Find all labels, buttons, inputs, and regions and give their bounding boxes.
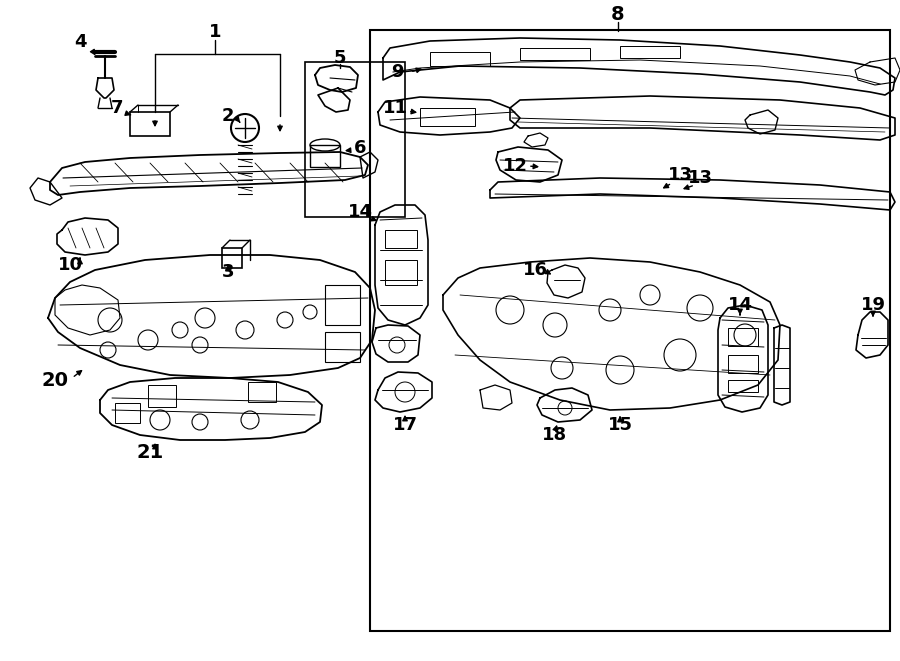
Text: 13: 13 [688, 169, 713, 187]
Text: 13: 13 [668, 166, 692, 184]
Text: 6: 6 [354, 139, 366, 157]
Text: 8: 8 [611, 5, 625, 24]
Bar [130, 112, 170, 136]
Text: 12: 12 [502, 157, 527, 175]
Bar [248, 382, 276, 402]
Text: 14: 14 [727, 296, 752, 314]
Bar [728, 355, 758, 373]
Bar [728, 380, 758, 392]
Text: 11: 11 [382, 99, 408, 117]
Bar [420, 108, 475, 126]
Bar [370, 30, 890, 631]
Bar [222, 248, 242, 268]
Bar [620, 46, 680, 58]
Bar [310, 145, 340, 167]
Bar [520, 48, 590, 60]
Text: 3: 3 [221, 263, 234, 281]
Text: 9: 9 [391, 63, 403, 81]
Bar [305, 62, 405, 217]
Bar [325, 285, 360, 325]
Text: 2: 2 [221, 107, 234, 125]
Bar [385, 230, 417, 248]
Text: 4: 4 [74, 33, 86, 51]
Bar [385, 260, 417, 285]
Text: 18: 18 [543, 426, 568, 444]
Text: 10: 10 [58, 256, 83, 274]
Text: 20: 20 [41, 371, 68, 389]
Text: 19: 19 [860, 296, 886, 314]
Text: 16: 16 [523, 261, 547, 279]
Text: 14: 14 [347, 203, 373, 221]
Text: 21: 21 [137, 442, 164, 461]
Bar [728, 328, 758, 346]
Text: 5: 5 [334, 49, 346, 67]
Text: 7: 7 [111, 99, 123, 117]
Text: 17: 17 [392, 416, 418, 434]
Text: 1: 1 [209, 23, 221, 41]
Bar [148, 385, 176, 407]
Bar [430, 52, 490, 66]
Bar [115, 403, 140, 423]
Text: 15: 15 [608, 416, 633, 434]
Bar [325, 332, 360, 362]
